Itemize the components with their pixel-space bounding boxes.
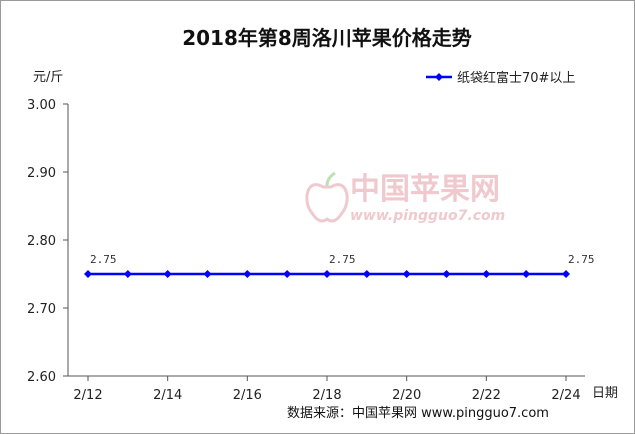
data-point bbox=[482, 270, 491, 278]
y-axis-unit-label: 元/斤 bbox=[33, 70, 63, 85]
legend-label: 纸袋红富士70#以上 bbox=[457, 70, 575, 86]
data-point bbox=[442, 270, 451, 278]
x-tick-label: 2/24 bbox=[551, 388, 580, 403]
data-point bbox=[84, 270, 92, 278]
watermark-url: www.pingguo7.com bbox=[350, 208, 505, 224]
series-layer: 2.75 2.75 2.75 bbox=[84, 253, 595, 278]
data-point bbox=[323, 270, 331, 278]
data-point bbox=[243, 270, 252, 278]
x-tick-label: 2/16 bbox=[233, 388, 262, 403]
data-point bbox=[562, 270, 570, 278]
x-axis-title: 日期 bbox=[592, 386, 618, 401]
data-label: 2.75 bbox=[329, 253, 356, 266]
data-point bbox=[283, 270, 292, 278]
legend-marker bbox=[435, 73, 443, 81]
watermark-name: 中国苹果网 bbox=[350, 172, 500, 207]
y-tick-label: 2.70 bbox=[27, 302, 56, 317]
x-tick-label: 2/22 bbox=[472, 388, 501, 403]
data-point bbox=[123, 270, 132, 278]
data-point bbox=[163, 270, 172, 278]
x-tick-label: 2/14 bbox=[153, 388, 182, 403]
axes: 2.60 2.70 2.80 2.90 3.00 2/12 2/14 2/16 2/18 2/20… bbox=[27, 98, 585, 403]
apple-logo-watermark bbox=[305, 171, 349, 223]
y-tick-label: 2.60 bbox=[27, 370, 56, 385]
data-point bbox=[522, 270, 531, 278]
x-tick-label: 2/20 bbox=[392, 388, 421, 403]
data-label: 2.75 bbox=[90, 253, 117, 266]
data-point bbox=[362, 270, 371, 278]
x-tick-label: 2/12 bbox=[73, 388, 102, 403]
y-tick-label: 2.90 bbox=[27, 166, 56, 181]
y-tick-label: 2.80 bbox=[27, 234, 56, 249]
chart-title: 2018年第8周洛川苹果价格走势 bbox=[182, 26, 472, 50]
x-tick-label: 2/18 bbox=[312, 388, 341, 403]
data-label: 2.75 bbox=[568, 253, 595, 266]
legend: 纸袋红富士70#以上 bbox=[426, 70, 575, 86]
y-tick-label: 3.00 bbox=[27, 98, 56, 113]
data-point bbox=[203, 270, 212, 278]
data-point bbox=[402, 270, 411, 278]
watermark: 中国苹果网 www.pingguo7.com bbox=[305, 171, 505, 224]
data-source: 数据来源：中国苹果网 www.pingguo7.com bbox=[287, 406, 549, 421]
